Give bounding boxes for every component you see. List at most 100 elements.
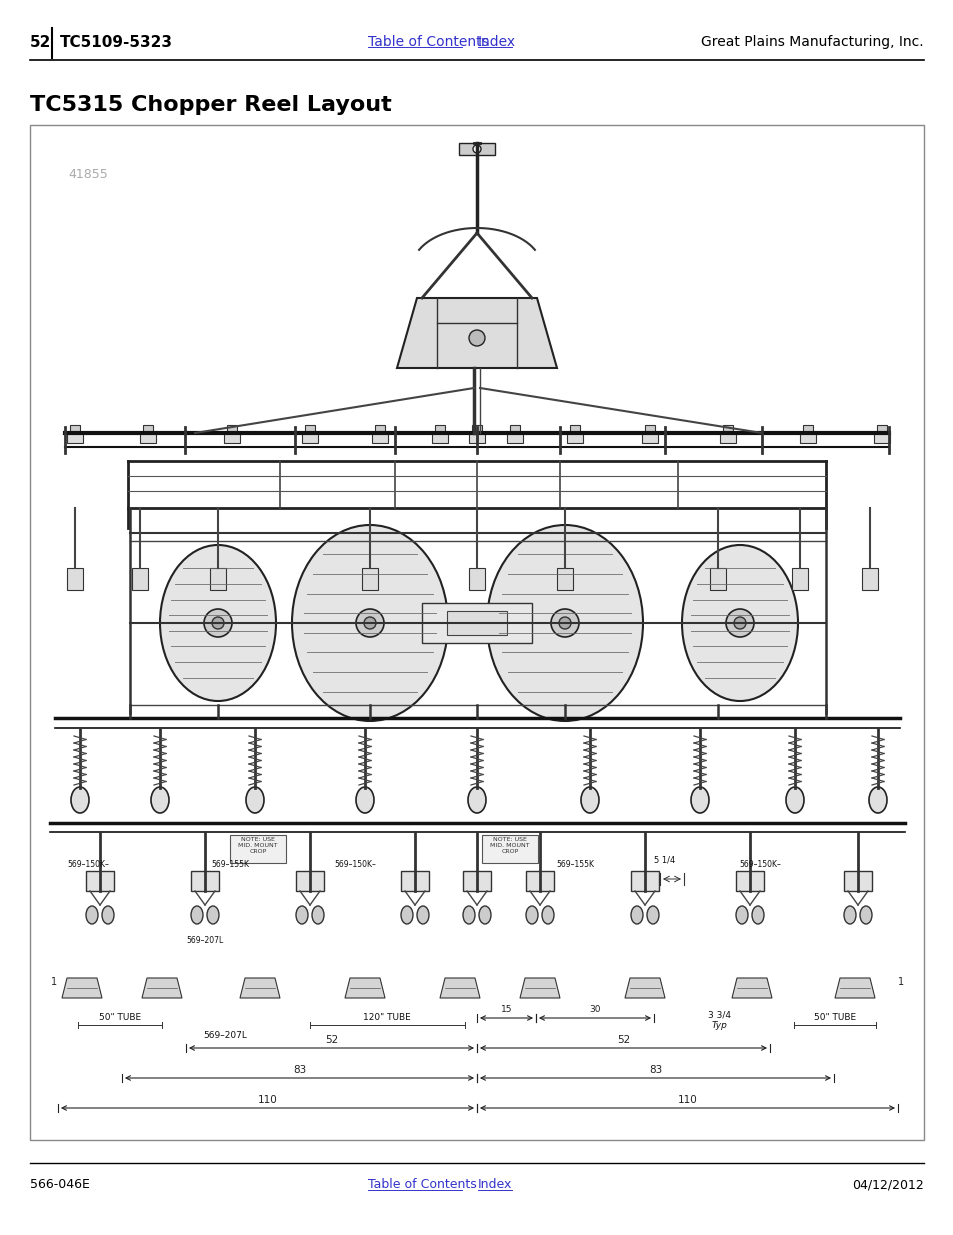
Text: 52: 52 [617,1035,630,1045]
Text: 30: 30 [589,1005,600,1014]
Bar [400,871,429,890]
Text: MID. MOUNT: MID. MOUNT [490,844,529,848]
Bar [876,425,886,433]
Bar [191,871,219,890]
Bar [143,425,152,433]
Ellipse shape [468,787,485,813]
Bar [469,568,484,590]
Bar [432,433,448,443]
Bar [472,425,481,433]
Bar [720,433,735,443]
Bar [802,425,812,433]
Ellipse shape [151,787,169,813]
Text: 52: 52 [325,1035,337,1045]
Circle shape [469,330,484,346]
Polygon shape [834,978,874,998]
Ellipse shape [416,906,429,924]
Circle shape [204,609,232,637]
Ellipse shape [246,787,264,813]
Bar [224,433,240,443]
Text: 1: 1 [897,977,903,987]
Bar [862,568,877,590]
Circle shape [212,618,224,629]
Bar [569,425,579,433]
Bar [447,611,506,635]
Polygon shape [731,978,771,998]
Ellipse shape [312,906,324,924]
Text: 15: 15 [500,1005,512,1014]
Bar [372,433,388,443]
Text: 569–150K–: 569–150K– [739,861,781,869]
Ellipse shape [735,906,747,924]
Bar [641,433,658,443]
Ellipse shape [690,787,708,813]
Polygon shape [624,978,664,998]
Bar [709,568,725,590]
Ellipse shape [868,787,886,813]
Bar [525,871,554,890]
Text: 1: 1 [51,977,57,987]
Bar [132,568,148,590]
Bar [30,125,923,1140]
Ellipse shape [207,906,219,924]
Bar [295,871,324,890]
Circle shape [364,618,375,629]
Circle shape [733,618,745,629]
Ellipse shape [86,906,98,924]
Bar [873,433,889,443]
Ellipse shape [630,906,642,924]
Text: Table of Contents: Table of Contents [368,1178,476,1192]
Text: 120" TUBE: 120" TUBE [363,1014,411,1023]
Bar [800,433,815,443]
Circle shape [551,609,578,637]
Bar [302,433,317,443]
Bar [67,433,83,443]
Text: MID. MOUNT: MID. MOUNT [238,844,277,848]
Text: 04/12/2012: 04/12/2012 [851,1178,923,1192]
Text: NOTE: USE: NOTE: USE [493,837,526,842]
Bar [375,425,385,433]
Ellipse shape [355,787,374,813]
Polygon shape [519,978,559,998]
Ellipse shape [785,787,803,813]
Bar [735,871,763,890]
Text: CROP: CROP [501,848,518,853]
Ellipse shape [102,906,113,924]
Text: 110: 110 [677,1095,697,1105]
Ellipse shape [486,525,642,721]
Text: 41855: 41855 [68,168,108,182]
Bar [630,871,659,890]
Polygon shape [396,298,557,368]
Bar [70,425,80,433]
Bar [86,871,113,890]
Text: 569–207L: 569–207L [186,936,223,946]
Polygon shape [142,978,182,998]
Ellipse shape [400,906,413,924]
Polygon shape [345,978,385,998]
Text: 566-046E: 566-046E [30,1178,90,1192]
Bar [305,425,314,433]
Text: 569–150K–: 569–150K– [67,861,109,869]
Ellipse shape [751,906,763,924]
Circle shape [558,618,571,629]
Text: 83: 83 [648,1065,661,1074]
Text: 569–207L: 569–207L [203,1031,247,1041]
Polygon shape [439,978,479,998]
Bar [361,568,377,590]
Text: 50" TUBE: 50" TUBE [813,1014,855,1023]
Bar [435,425,444,433]
Bar [230,835,286,863]
Text: Index: Index [477,1178,512,1192]
Circle shape [725,609,753,637]
Text: 50" TUBE: 50" TUBE [99,1014,141,1023]
Ellipse shape [462,906,475,924]
Bar [210,568,226,590]
Text: 3 3/4: 3 3/4 [708,1011,731,1020]
Ellipse shape [580,787,598,813]
Bar [458,143,495,156]
Ellipse shape [71,787,89,813]
Bar [67,568,83,590]
Bar [510,425,519,433]
Text: 110: 110 [257,1095,277,1105]
Text: NOTE: USE: NOTE: USE [241,837,274,842]
